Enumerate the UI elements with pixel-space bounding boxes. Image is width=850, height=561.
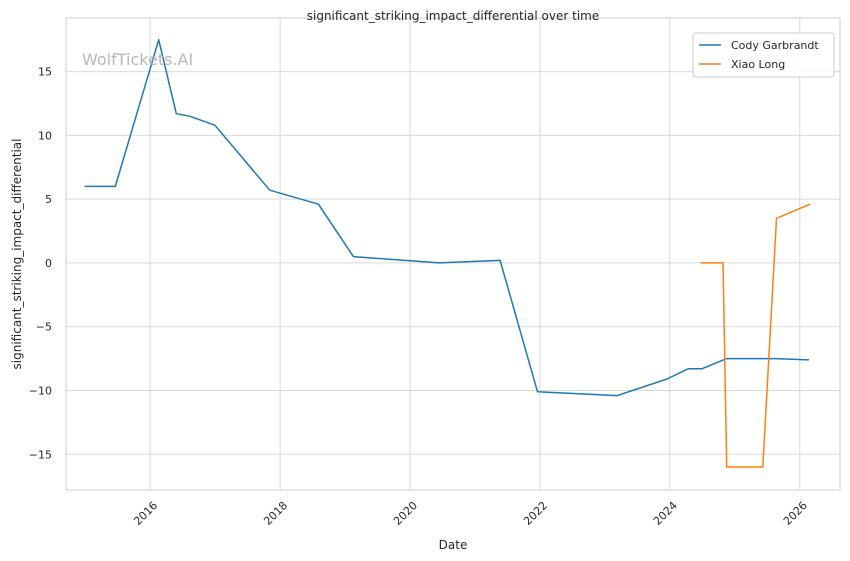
y-tick-label: −10: [29, 384, 52, 397]
x-tick-label: 2022: [521, 499, 550, 528]
y-tick-label: 15: [38, 66, 52, 79]
series-layer: [84, 38, 811, 468]
y-tick-label: 5: [45, 193, 52, 206]
x-tick-label: 2018: [261, 499, 290, 528]
x-tick-label: 2020: [391, 499, 420, 528]
plot-background: [66, 18, 840, 490]
y-tick-label: 10: [38, 129, 52, 142]
y-tick-label: −5: [36, 321, 52, 334]
legend-label-xiao-long: Xiao Long: [731, 58, 785, 71]
legend-label-cody-garbrandt: Cody Garbrandt: [731, 39, 819, 52]
y-tick-label: 0: [45, 257, 52, 270]
x-axis-label: Date: [439, 538, 468, 552]
plot-frame: [65, 17, 841, 491]
chart-title: significant_striking_impact_differential…: [307, 9, 599, 23]
x-tick-label: 2024: [651, 499, 680, 528]
y-tick-label: −15: [29, 448, 52, 461]
series-line-xiao-long: [700, 203, 811, 468]
x-tick-labels: 2016 2018 2020 2022 2024 2026: [131, 499, 810, 528]
legend: Cody Garbrandt Xiao Long: [692, 32, 835, 78]
watermark: WolfTickets.AI: [82, 50, 193, 69]
legend-box: [692, 32, 835, 78]
y-axis-label: significant_striking_impact_differential: [10, 139, 24, 370]
x-tick-label: 2016: [131, 499, 160, 528]
series-line-cody-garbrandt: [84, 38, 809, 397]
y-tick-labels: −15 −10 −5 0 5 10 15: [29, 66, 52, 462]
x-tick-label: 2026: [781, 499, 810, 528]
